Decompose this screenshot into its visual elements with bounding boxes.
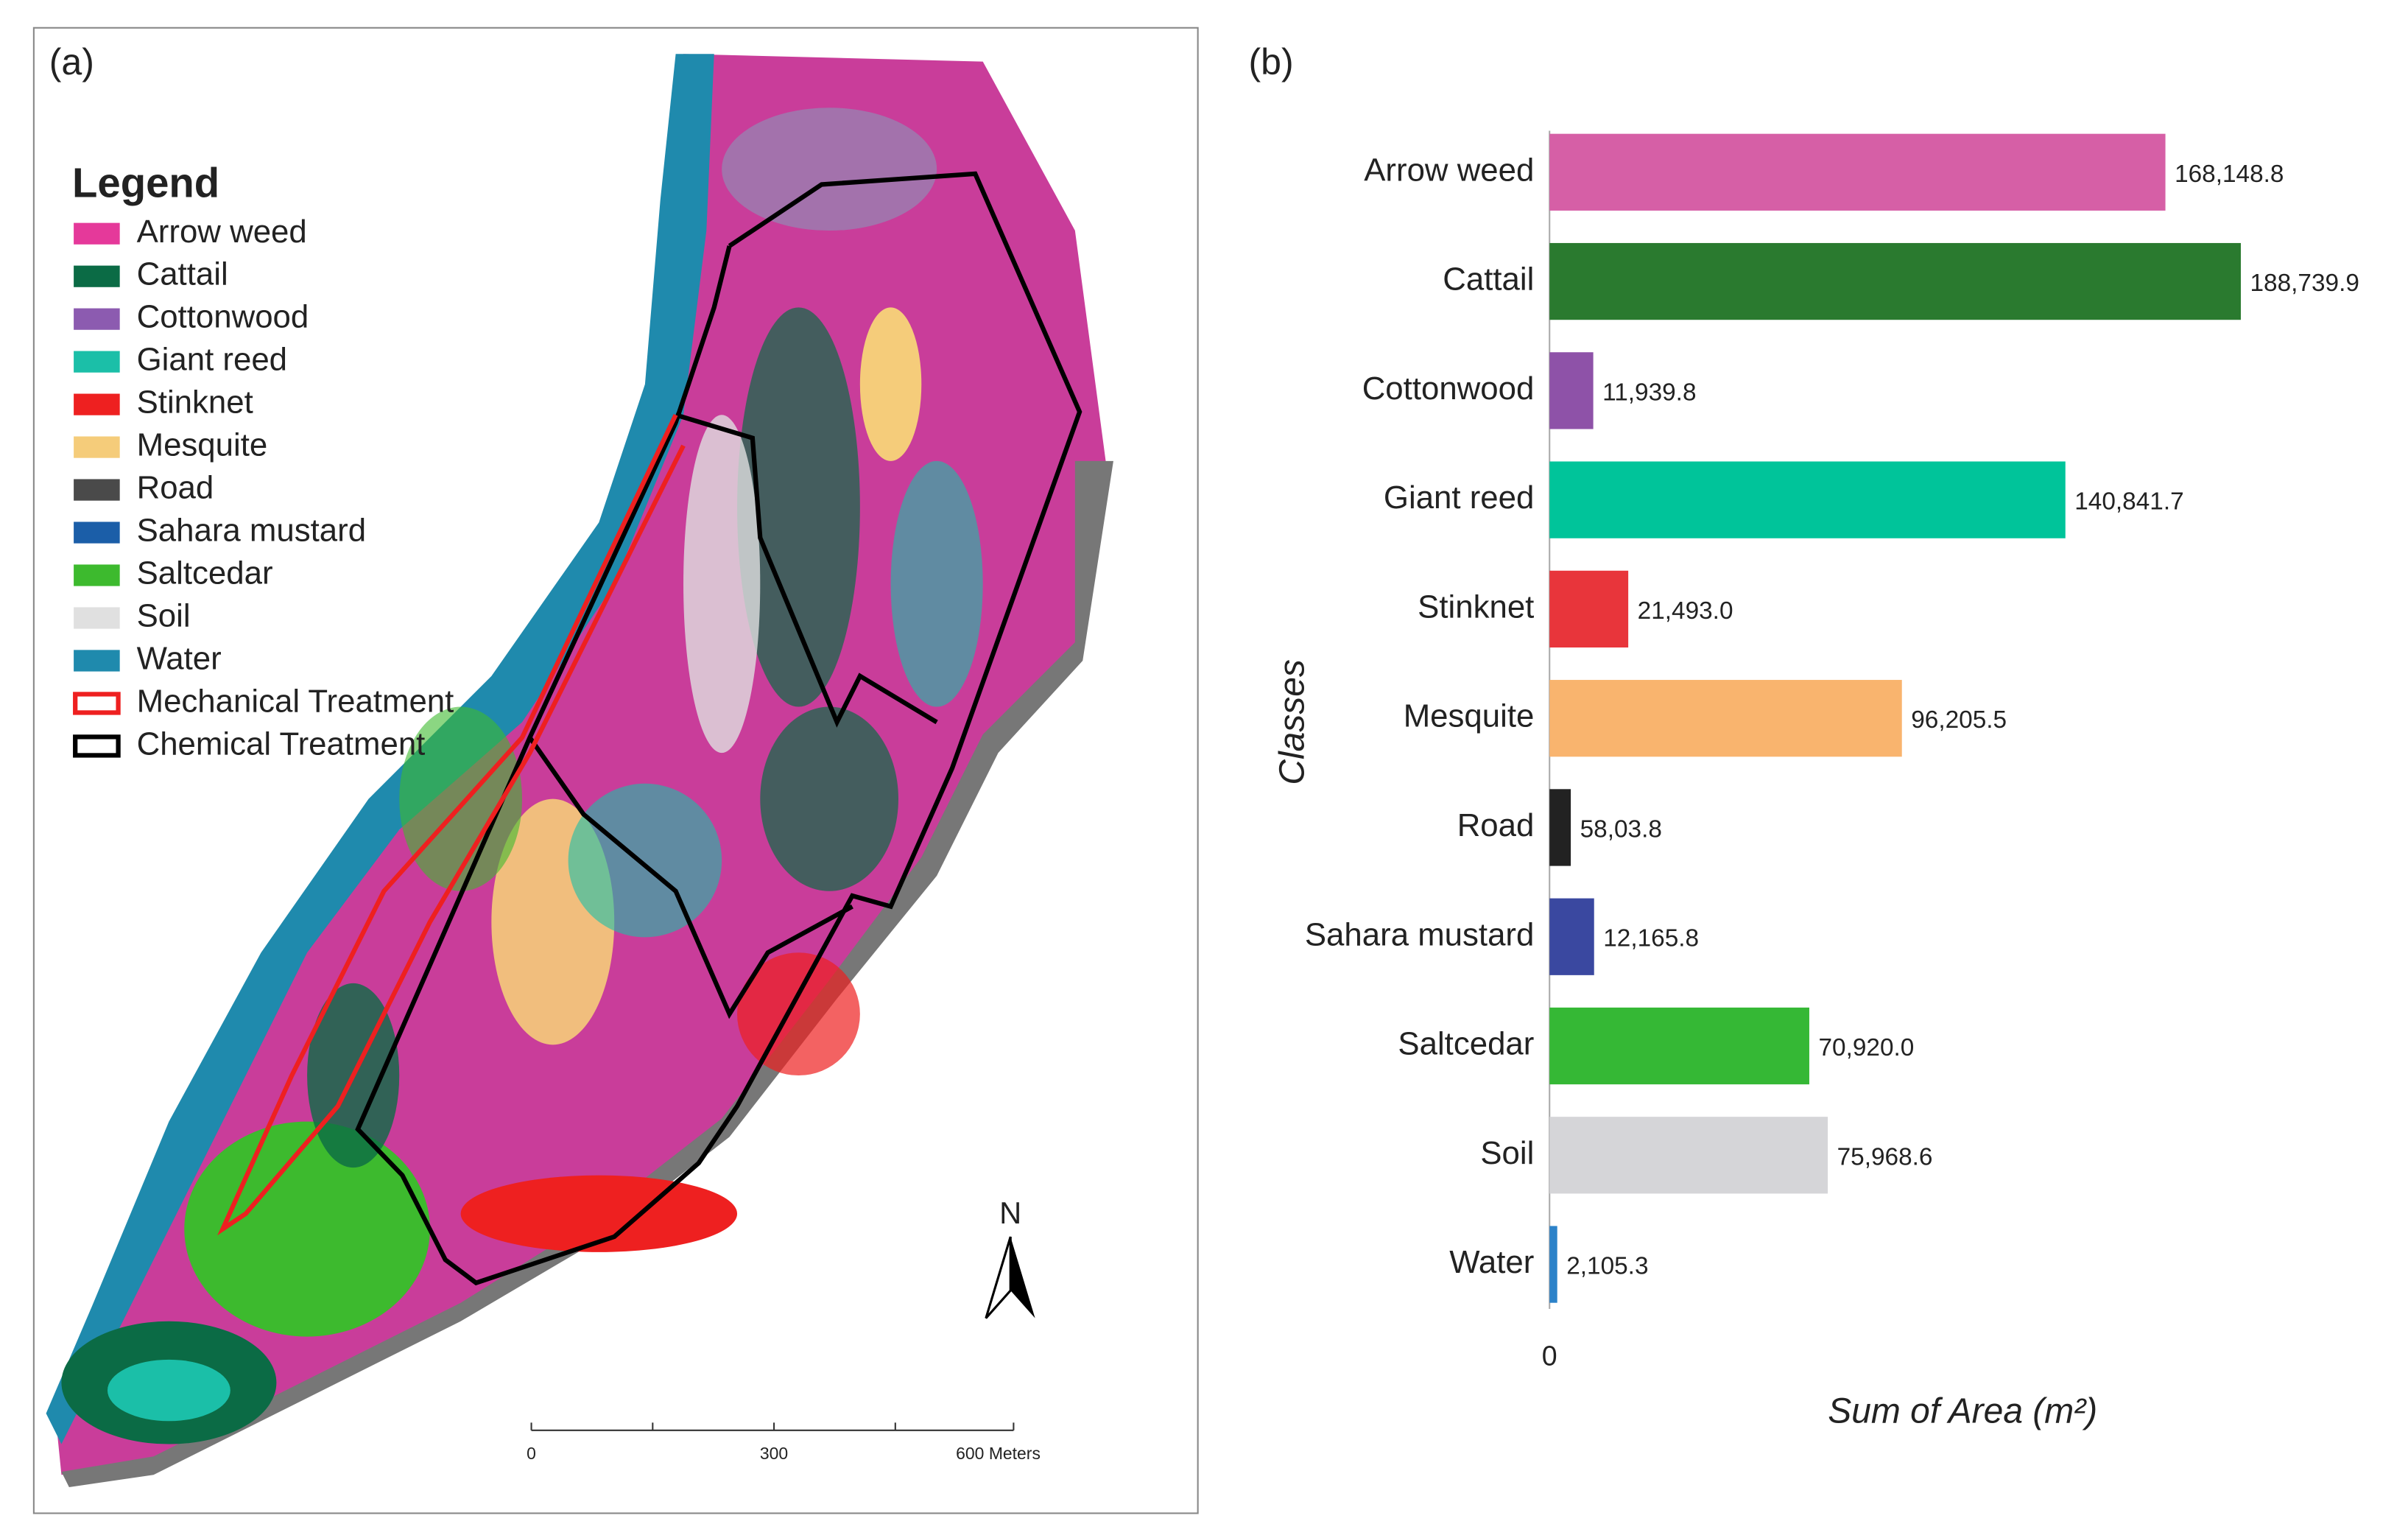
bar: [1549, 461, 2066, 538]
legend-label: Water: [137, 641, 222, 677]
legend-swatch: [74, 222, 120, 245]
patch: [722, 108, 937, 231]
legend-label: Chemical Treatment: [137, 726, 426, 762]
legend-label: Arrow weed: [137, 214, 307, 250]
bar: [1549, 898, 1594, 975]
legend-swatch: [74, 564, 120, 586]
patch: [737, 952, 860, 1076]
patch: [737, 307, 860, 707]
bar: [1549, 570, 1629, 648]
x-axis-label: Sum of Area (m²): [1828, 1392, 2097, 1431]
chemical-treatment: [527, 736, 853, 1019]
value-label: 58,03.8: [1580, 815, 1662, 843]
y-tick-label: Cattail: [1443, 261, 1534, 298]
legend-label: Saltcedar: [137, 555, 273, 591]
panel-label: (a): [49, 41, 94, 82]
value-label: 168,148.8: [2175, 161, 2284, 188]
value-label: 96,205.5: [1911, 706, 2007, 734]
y-tick-label: Water: [1449, 1244, 1534, 1280]
chemical-treatment: [355, 171, 1082, 1286]
legend-swatch: [74, 650, 120, 672]
x-tick-label: 0: [1542, 1341, 1557, 1372]
legend-title: Legend: [72, 159, 219, 206]
bar: [1549, 680, 1902, 757]
north-arrow-right: [1010, 1237, 1035, 1318]
patch: [859, 307, 922, 461]
patch: [568, 783, 722, 938]
legend-swatch: [73, 692, 121, 715]
patch: [683, 415, 761, 754]
legend-swatch: [74, 479, 120, 501]
value-label: 75,968.6: [1837, 1143, 1933, 1170]
bar: [1549, 1007, 1809, 1085]
value-label: 11,939.8: [1602, 379, 1696, 406]
y-axis-label: Classes: [1273, 659, 1312, 785]
patch: [890, 460, 983, 707]
legend-label: Mesquite: [137, 427, 268, 463]
north-arrow: [985, 1236, 1035, 1319]
legend-label: Road: [137, 470, 214, 506]
legend-swatch: [74, 522, 120, 544]
legend-label: Giant reed: [137, 342, 287, 378]
value-label: 188,739.9: [2250, 270, 2359, 297]
legend-swatch: [74, 436, 120, 458]
legend-label: Cattail: [137, 256, 228, 292]
y-tick-label: Cottonwood: [1362, 371, 1535, 407]
y-tick-label: Giant reed: [1384, 480, 1534, 516]
y-tick-label: Road: [1457, 807, 1535, 843]
bar: [1549, 1226, 1557, 1303]
value-label: 21,493.0: [1638, 597, 1733, 625]
legend-swatch: [74, 607, 120, 629]
water-strip: [46, 54, 714, 1444]
legend-swatch: [74, 351, 120, 373]
y-tick-label: Stinknet: [1418, 589, 1534, 625]
y-tick-label: Sahara mustard: [1305, 916, 1535, 952]
scale-bar: [530, 1422, 1015, 1431]
north-label: N: [999, 1195, 1021, 1230]
legend-swatch: [73, 734, 121, 758]
value-label: 140,841.7: [2074, 488, 2183, 516]
legend-swatch: [74, 308, 120, 330]
value-label: 70,920.0: [1818, 1034, 1914, 1061]
legend-label: Soil: [137, 598, 191, 634]
scale-label: 0: [527, 1444, 536, 1463]
legend-label: Sahara mustard: [137, 513, 367, 549]
legend-swatch: [74, 393, 120, 415]
bar: [1549, 352, 1594, 429]
patch: [107, 1359, 230, 1422]
chemical-treatment: [675, 412, 938, 728]
scale-label: 300: [760, 1444, 788, 1463]
bar: [1549, 1117, 1828, 1194]
patch: [460, 1175, 738, 1252]
mechanical-treatment: [217, 413, 686, 1236]
y-tick-label: Soil: [1480, 1135, 1534, 1171]
legend-label: Cottonwood: [137, 299, 309, 335]
legend-label: Mechanical Treatment: [137, 684, 454, 720]
bar: [1549, 242, 2241, 320]
legend-label: Stinknet: [137, 384, 253, 421]
legend-swatch: [74, 265, 120, 287]
bar: [1549, 133, 2166, 211]
panel-label: (b): [1248, 41, 1293, 82]
y-tick-label: Arrow weed: [1364, 152, 1534, 188]
y-tick-label: Mesquite: [1404, 698, 1535, 734]
map-image: [46, 54, 1113, 1487]
bar: [1549, 789, 1571, 866]
y-tick-label: Saltcedar: [1398, 1026, 1534, 1062]
patch: [760, 706, 898, 891]
patch: [399, 706, 523, 891]
value-label: 2,105.3: [1566, 1253, 1648, 1280]
scale-label: 600 Meters: [956, 1444, 1041, 1463]
value-label: 12,165.8: [1603, 925, 1699, 952]
